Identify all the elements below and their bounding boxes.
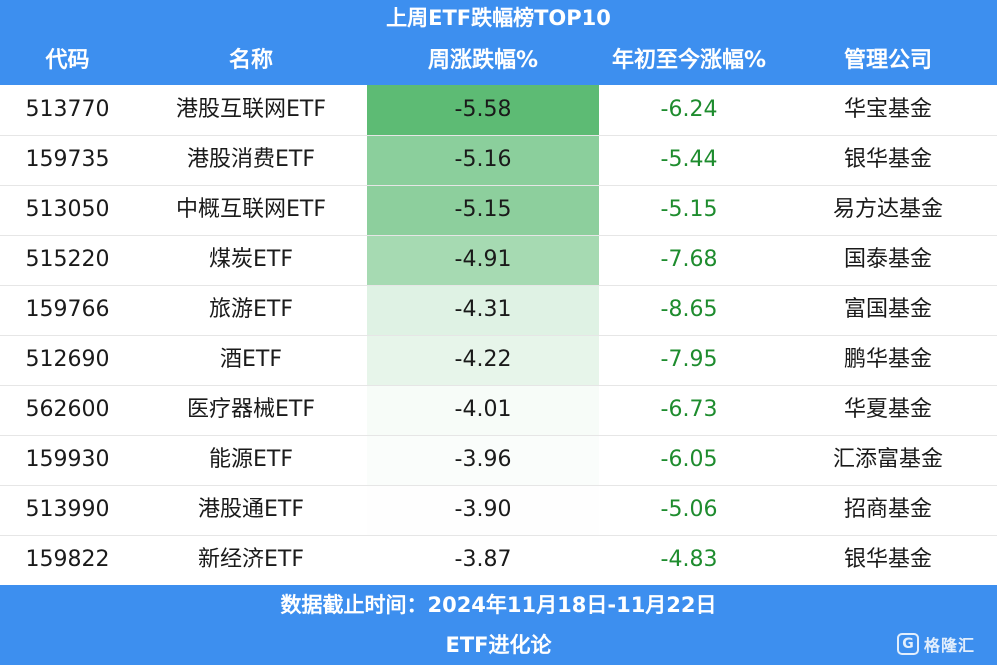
table-row: 159735 港股消费ETF -5.16 -5.44 银华基金 [0, 135, 997, 185]
table-row: 513770 港股互联网ETF -5.58 -6.24 华宝基金 [0, 85, 997, 135]
row-divider [0, 485, 997, 486]
cell-ytd-change: -5.06 [660, 497, 718, 522]
cell-ytd-change: -5.44 [660, 147, 718, 172]
cell-code: 159930 [25, 447, 110, 472]
table-title: 上周ETF跌幅榜TOP10 [0, 0, 997, 37]
cell-ytd-change: -5.15 [660, 197, 718, 222]
table-body: 513770 港股互联网ETF -5.58 -6.24 华宝基金 159735 港股消费ET… [0, 85, 997, 585]
header-name: 名称 [228, 48, 273, 73]
cell-company: 国泰基金 [843, 247, 932, 272]
cell-name: 旅游ETF [209, 297, 293, 322]
table-row: 513050 中概互联网ETF -5.15 -5.15 易方达基金 [0, 185, 997, 235]
watermark-text: 格隆汇 [923, 636, 975, 655]
cell-code: 515220 [25, 247, 110, 272]
cell-code: 513770 [25, 97, 110, 122]
cell-name: 港股通ETF [198, 497, 304, 522]
cell-name: 酒ETF [220, 347, 282, 372]
header-code: 代码 [45, 48, 90, 73]
row-divider [0, 435, 997, 436]
cell-name: 港股互联网ETF [176, 97, 326, 122]
cell-name: 中概互联网ETF [176, 197, 326, 222]
cell-ytd-change: -6.05 [660, 447, 718, 472]
footer: 数据截止时间：2024年11月18日-11月22日 ETF进化论 G 格隆汇 [0, 585, 997, 665]
header-weekly-change: 周涨跌幅% [427, 48, 539, 73]
row-divider [0, 535, 997, 536]
cell-code: 513990 [25, 497, 110, 522]
header-ytd-change: 年初至今涨幅% [611, 48, 767, 73]
watermark-logo: G 格隆汇 [896, 631, 975, 657]
table-row: 562600 医疗器械ETF -4.01 -6.73 华夏基金 [0, 385, 997, 435]
cell-ytd-change: -4.83 [660, 547, 718, 572]
cell-code: 562600 [25, 397, 110, 422]
cell-weekly-change: -4.91 [367, 235, 599, 285]
row-divider [0, 185, 997, 186]
cell-company: 华宝基金 [843, 97, 932, 122]
cell-company: 汇添富基金 [832, 447, 943, 472]
cell-weekly-change: -5.58 [367, 85, 599, 135]
cell-ytd-change: -8.65 [660, 297, 718, 322]
cell-weekly-change: -3.96 [367, 435, 599, 485]
cell-code: 159766 [25, 297, 110, 322]
cell-weekly-change: -5.16 [367, 135, 599, 185]
table-row: 159766 旅游ETF -4.31 -8.65 富国基金 [0, 285, 997, 335]
cell-company: 富国基金 [843, 297, 932, 322]
cell-code: 159822 [25, 547, 110, 572]
table-row: 159930 能源ETF -3.96 -6.05 汇添富基金 [0, 435, 997, 485]
row-divider [0, 385, 997, 386]
cell-ytd-change: -7.95 [660, 347, 718, 372]
cell-company: 华夏基金 [843, 397, 932, 422]
cell-ytd-change: -7.68 [660, 247, 718, 272]
row-divider [0, 335, 997, 336]
table-header: 代码 名称 周涨跌幅% 年初至今涨幅% 管理公司 [0, 37, 997, 85]
cell-company: 招商基金 [843, 497, 932, 522]
table-row: 159822 新经济ETF -3.87 -4.83 银华基金 [0, 535, 997, 585]
cell-ytd-change: -6.73 [660, 397, 718, 422]
cell-weekly-change: -4.01 [367, 385, 599, 435]
cell-company: 银华基金 [843, 547, 932, 572]
footer-date-range: 数据截止时间：2024年11月18日-11月22日 [280, 593, 717, 617]
cell-name: 能源ETF [209, 447, 293, 472]
cell-name: 新经济ETF [198, 547, 304, 572]
footer-source: ETF进化论 [445, 633, 552, 657]
cell-weekly-change: -3.90 [367, 485, 599, 535]
cell-company: 易方达基金 [832, 197, 943, 222]
cell-weekly-change: -3.87 [367, 535, 599, 585]
cell-name: 煤炭ETF [209, 247, 293, 272]
cell-ytd-change: -6.24 [660, 97, 718, 122]
table-row: 512690 酒ETF -4.22 -7.95 鹏华基金 [0, 335, 997, 385]
logo-icon: G [896, 633, 919, 655]
cell-company: 银华基金 [843, 147, 932, 172]
cell-code: 513050 [25, 197, 110, 222]
cell-company: 鹏华基金 [843, 347, 932, 372]
row-divider [0, 235, 997, 236]
table-row: 513990 港股通ETF -3.90 -5.06 招商基金 [0, 485, 997, 535]
cell-code: 512690 [25, 347, 110, 372]
cell-weekly-change: -4.31 [367, 285, 599, 335]
cell-code: 159735 [25, 147, 110, 172]
header-company: 管理公司 [843, 48, 932, 73]
table-row: 515220 煤炭ETF -4.91 -7.68 国泰基金 [0, 235, 997, 285]
cell-weekly-change: -5.15 [367, 185, 599, 235]
cell-name: 港股消费ETF [187, 147, 315, 172]
row-divider [0, 285, 997, 286]
cell-weekly-change: -4.22 [367, 335, 599, 385]
row-divider [0, 135, 997, 136]
cell-name: 医疗器械ETF [187, 397, 315, 422]
